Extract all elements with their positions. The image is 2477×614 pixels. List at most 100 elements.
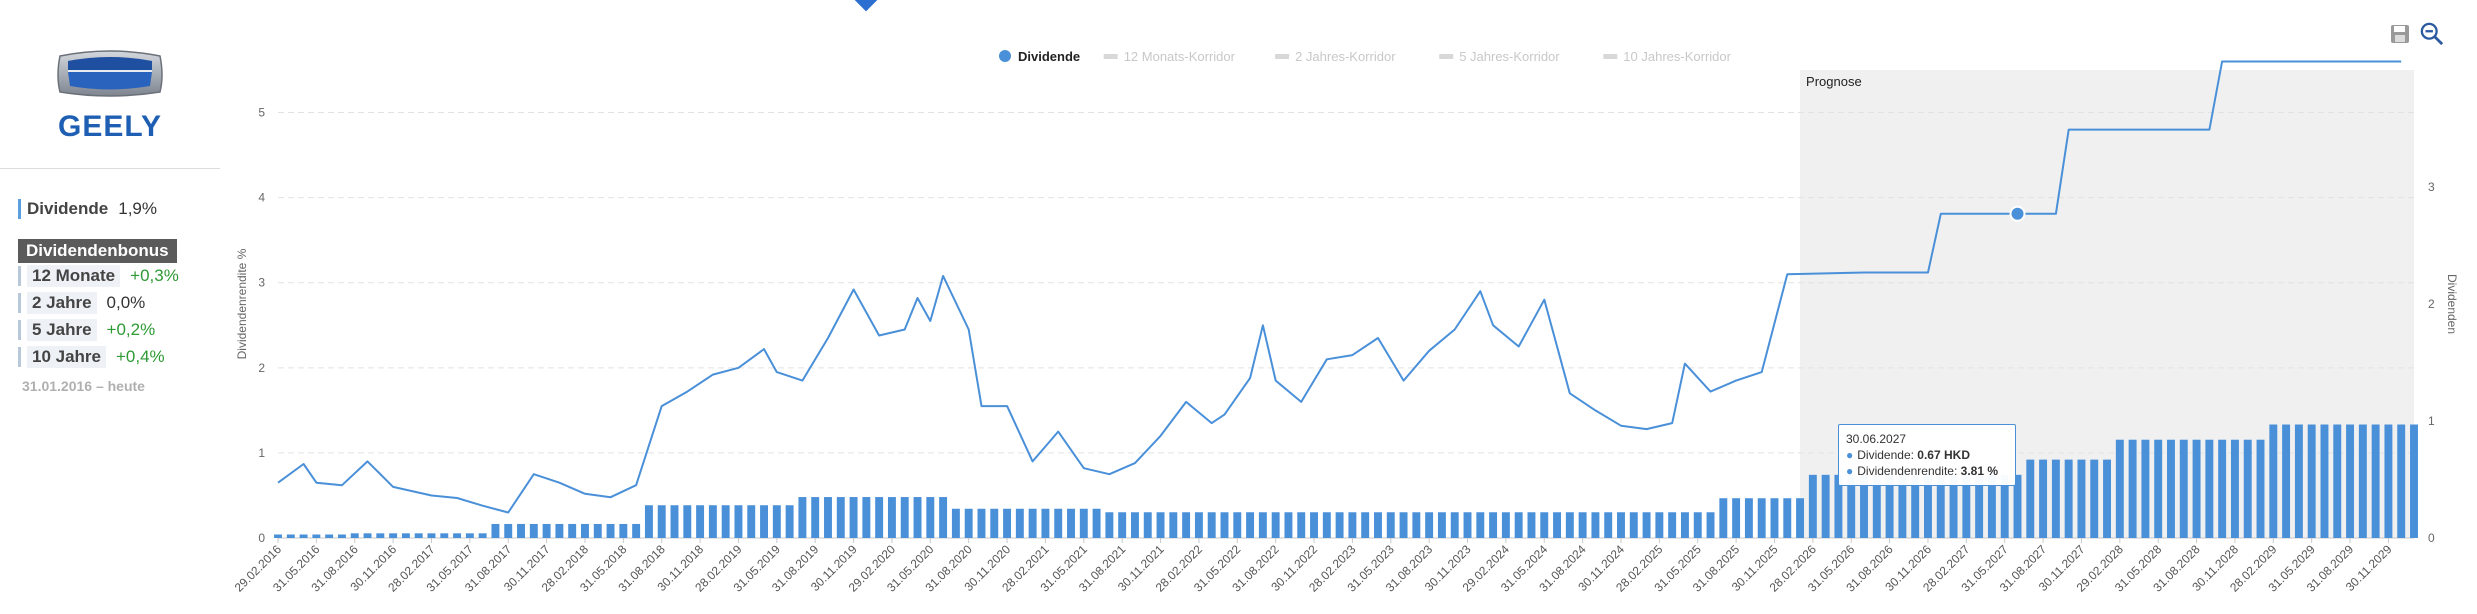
tooltip-dividend-label: Dividende: [1857, 448, 1914, 462]
dividend-bar [1591, 512, 1600, 538]
legend-dot-icon [999, 50, 1011, 62]
time-range-label: 31.01.2016 – heute [22, 378, 145, 394]
dividend-bar [2333, 424, 2342, 538]
dividend-bar [1757, 498, 1766, 538]
dividend-bar [1079, 508, 1088, 538]
legend-item[interactable]: 5 Jahres-Korridor [1439, 49, 1560, 64]
dividend-bar [1834, 474, 1843, 538]
dividend-bar [2358, 424, 2367, 538]
zoom-out-button[interactable] [2420, 22, 2444, 46]
dividend-bar [363, 533, 372, 538]
dividend-bar [785, 505, 794, 538]
dividend-bar [836, 497, 845, 538]
y-left-tick-label: 1 [258, 446, 265, 460]
dividend-bar [2346, 424, 2355, 538]
legend-item[interactable]: 12 Monats-Korridor [1103, 49, 1236, 64]
bonus-label-5y: 5 Jahre [27, 319, 97, 341]
legend-label: 5 Jahres-Korridor [1459, 49, 1560, 64]
dividend-bar [734, 505, 743, 538]
panel-divider [0, 168, 220, 169]
dividend-bar [670, 505, 679, 538]
dividend-bar [1617, 512, 1625, 538]
dividend-bar [926, 497, 935, 538]
y-right-tick-label: 0 [2428, 531, 2435, 545]
highlight-point[interactable] [2009, 205, 2026, 222]
dividend-bar [900, 497, 909, 538]
dividend-bar [2371, 424, 2380, 538]
dividend-bar [1054, 508, 1063, 538]
bonus-value-12m: +0,3% [130, 266, 179, 285]
dividend-bar [1105, 512, 1114, 538]
dividend-bar [1092, 508, 1101, 538]
bullet-icon: ● [1846, 448, 1854, 462]
save-button[interactable] [2388, 22, 2412, 46]
dividend-bar [887, 497, 896, 538]
dividend-bar [1565, 512, 1574, 538]
tooltip-yield-value: 3.81 % [1960, 464, 1999, 478]
y-right-tick-label: 2 [2428, 297, 2435, 311]
dividend-bar [1476, 512, 1485, 538]
dividend-bar [2090, 459, 2099, 538]
forecast-label: Prognose [1806, 74, 1862, 89]
dividend-bar [440, 533, 449, 538]
dividend-bar [1284, 512, 1293, 538]
dividend-bar [1246, 512, 1255, 538]
dividend-bar [1258, 512, 1267, 538]
dividend-bar [350, 533, 359, 538]
dividend-bar [504, 523, 513, 538]
dividend-bar [2320, 424, 2329, 538]
y-left-tick-label: 5 [258, 106, 265, 120]
dividend-bar [337, 534, 346, 538]
dividend-bar [1668, 512, 1677, 538]
dividend-bar [977, 508, 986, 538]
dividend-bar [1604, 512, 1613, 538]
dividend-bar [1194, 512, 1203, 538]
dividend-bar [939, 497, 948, 538]
dividend-bar [1540, 512, 1549, 538]
dividend-bar [1003, 508, 1012, 538]
y-left-tick-label: 3 [258, 276, 265, 290]
dividend-bar [1425, 512, 1434, 538]
dividend-bar [2230, 439, 2239, 538]
dividend-bar [1450, 512, 1459, 538]
legend-bar-icon [1103, 54, 1118, 59]
bonus-marker [18, 320, 21, 340]
tooltip-date: 30.06.2027 [1846, 432, 1907, 446]
tooltip-yield: ● Dividendenrendite: 3.81 % [1846, 463, 2008, 479]
dividend-bar [2039, 459, 2048, 538]
dividend-bar [1821, 474, 1830, 538]
dividend-bar [862, 497, 871, 538]
dividend-bar [1437, 512, 1446, 538]
dividend-bar [1348, 512, 1357, 538]
dividend-bar [1322, 512, 1331, 538]
logo-text: GEELY [58, 110, 162, 143]
dividend-bar [1578, 512, 1587, 538]
dividend-row: Dividende 1,9% [18, 197, 157, 221]
dividend-bar [2077, 459, 2086, 538]
dividend-bar [1463, 512, 1472, 538]
legend-item[interactable]: 10 Jahres-Korridor [1603, 49, 1732, 64]
dividend-bar [1693, 512, 1702, 538]
dividend-bar [529, 523, 538, 538]
legend-item[interactable]: Dividende [999, 49, 1080, 64]
dividend-bar [1808, 474, 1817, 538]
dividend-bar [2205, 439, 2214, 538]
dividend-bar [1143, 512, 1152, 538]
legend-item[interactable]: 2 Jahres-Korridor [1275, 49, 1396, 64]
dividend-bar [1847, 474, 1856, 538]
bullet-icon: ● [1846, 464, 1854, 478]
dividend-bar [593, 523, 602, 538]
dividend-marker [18, 199, 21, 219]
dividend-bar [1732, 498, 1741, 538]
dividend-bar [1885, 474, 1894, 538]
dividend-bar [657, 505, 666, 538]
dividend-bar [619, 523, 628, 538]
dividend-bar [1911, 474, 1920, 538]
dividend-bar [2026, 459, 2035, 538]
bonus-row-5y: 5 Jahre +0,2% [18, 318, 155, 342]
legend-bar-icon [1275, 54, 1290, 59]
dividend-bar [1770, 498, 1779, 538]
dividend-bar [2384, 424, 2393, 538]
dividend-bar [1118, 512, 1127, 538]
legend-label: 12 Monats-Korridor [1124, 49, 1236, 64]
